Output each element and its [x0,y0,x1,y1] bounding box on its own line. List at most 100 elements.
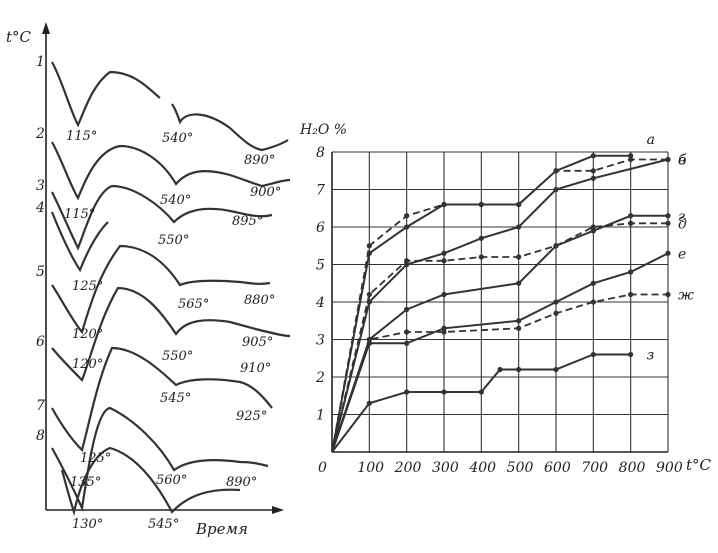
dta-curve-2 [51,141,291,201]
data-point [628,220,634,226]
data-point [441,201,447,208]
series-line-3 [331,158,669,453]
peak-1-c: 890° [244,153,275,168]
x-tick-label: 0 [318,460,327,476]
curve-label-5: 5 [36,264,45,280]
data-point [553,243,559,249]
series-label: а [647,132,655,148]
data-point [404,340,410,346]
data-point [628,351,634,358]
data-point [478,235,484,241]
water-loss-y-label: H₂O % [299,122,347,138]
data-point [404,329,410,335]
peak-5-a: 120° [72,327,103,342]
data-point [628,153,634,159]
data-point [366,243,372,249]
data-point [366,336,372,343]
data-point [590,175,596,181]
dta-curve-4 [50,211,109,273]
data-point [516,366,522,373]
data-point [478,389,484,395]
series-line-5 [331,222,668,453]
data-point [590,280,596,286]
x-tick-label: 200 [394,460,422,476]
data-point [516,325,522,331]
x-tick-label: 900 [656,460,683,476]
data-point [628,269,634,275]
water-loss-panel: 0 100 200 300 400 500 600 700 800 900 1 2 3 4 5 6 7 8 а бв… [299,122,712,476]
series-label: д [678,216,687,232]
data-point [553,168,559,174]
data-point [441,389,447,395]
y-tick-label: 4 [315,295,325,311]
peak-7-a: 545° [160,391,191,406]
dta-curve-7 [51,346,273,453]
peak-5-b: 565° [178,297,209,312]
data-point [441,329,447,335]
data-point [590,299,596,305]
series-label: б [678,153,687,169]
data-point [553,366,559,373]
y-tick-label: 2 [315,370,325,386]
peak-2-b: 540° [160,193,191,208]
curve-label-7: 7 [36,398,45,414]
peak-6-a: 120° [72,357,103,372]
peak-6-c: 905° [242,335,273,350]
dta-curve-3 [51,184,273,251]
data-point [590,228,596,234]
curve-label-4: 4 [35,200,45,216]
data-point [441,325,447,331]
y-tick-label: 6 [316,220,325,236]
data-point [553,186,559,193]
curve-label-2: 2 [35,126,45,142]
data-point [516,254,522,260]
water-loss-ticks: 0 100 200 300 400 500 600 700 800 900 1 2 3 4 5 6 7 8 [315,145,683,476]
data-point [665,213,671,219]
data-point [628,291,634,298]
peak-6-b: 550° [162,349,193,364]
series-label: г [678,209,685,225]
x-tick-label: 800 [619,460,646,476]
series-label: ж [678,288,694,304]
data-point [590,351,596,358]
dta-curve-1 [51,61,289,152]
data-point [404,306,410,313]
data-point [590,168,596,174]
dta-y-label: t°C [6,28,32,46]
water-loss-series-labels: а бв где ж з [647,132,694,364]
series-line-2 [331,158,668,453]
peak-2-a: 115° [64,207,95,222]
peak-4-a: 125° [72,279,103,294]
data-point [366,291,372,298]
curve-label-6: 6 [36,334,45,350]
data-point [404,224,410,230]
curve-label-3: 3 [36,178,45,194]
data-point [590,224,596,230]
data-point [516,224,522,230]
curve-label-1: 1 [36,54,45,70]
x-tick-label: 700 [581,460,608,476]
data-point [665,291,671,298]
data-point [665,156,671,163]
x-tick-label: 600 [544,460,571,476]
data-point [497,366,503,373]
x-tick-label: 500 [507,460,534,476]
water-loss-grid [331,151,669,453]
y-tick-label: 7 [316,183,325,199]
dta-curve-8 [51,406,269,512]
data-point [628,213,634,219]
series-label: з [647,348,655,364]
data-point [404,258,410,264]
data-point [516,201,522,208]
water-loss-x-label: t°C [686,456,712,474]
data-point [441,291,447,298]
data-point [665,250,671,256]
peak-8-f: 545° [148,517,179,532]
peak-8-e: 130° [72,517,103,532]
data-point [628,156,634,163]
peak-8-a: 125° [80,451,111,466]
data-point [478,201,484,208]
data-point [366,400,372,406]
series-label: в [678,153,686,169]
